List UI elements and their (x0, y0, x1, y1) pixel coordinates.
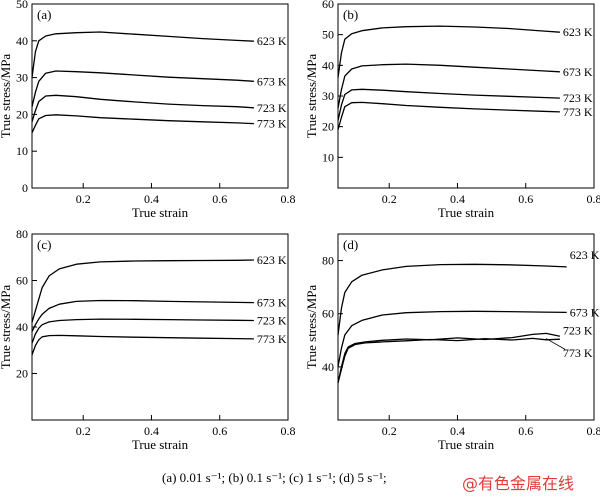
x-tick-label: 0.8 (587, 192, 600, 206)
y-axis-label: True stress/MPa (304, 54, 319, 139)
y-tick-label: 50 (16, 0, 28, 11)
y-tick-label: 50 (322, 28, 334, 42)
series-line-673k (31, 70, 254, 108)
chart-panel-4: (d) 40 60 80 0.2 0.4 0.6 0.8 True strain True str… (304, 233, 600, 452)
series-line-773k (337, 337, 560, 383)
series-line-623k (31, 259, 254, 323)
series-label: 723 K (563, 323, 593, 337)
plot-frame (31, 233, 289, 421)
series-label: 773 K (257, 117, 287, 131)
series-label: 623 K (570, 248, 600, 262)
y-tick-label: 0 (22, 181, 28, 195)
y-axis-label: True stress/MPa (0, 285, 13, 370)
y-tick-label: 10 (322, 150, 334, 164)
y-tick-label: 60 (16, 274, 28, 288)
series-line-723k (31, 94, 254, 122)
y-tick-label: 30 (16, 71, 28, 85)
series-label: 723 K (563, 91, 593, 105)
panel-label: (a) (37, 7, 51, 22)
series-label: 673 K (257, 296, 287, 310)
series-line-623k (31, 31, 254, 78)
x-axis-label: True strain (132, 205, 189, 220)
x-tick-label: 0.4 (144, 424, 159, 438)
chart-panel-1: (a) 0 10 20 30 40 50 0.2 0.4 0.6 0.8 True strain Tru… (0, 0, 296, 220)
y-tick-label: 40 (322, 58, 334, 72)
series-line-773k (31, 114, 254, 134)
panel-label: (b) (343, 7, 358, 22)
series-line-623k (337, 25, 560, 78)
x-tick-label: 0.2 (76, 192, 91, 206)
y-tick-label: 80 (322, 254, 334, 268)
x-axis-label: True strain (438, 437, 495, 452)
series-line-723k (31, 318, 254, 344)
x-tick-label: 0.6 (212, 192, 227, 206)
x-tick-label: 0.4 (144, 192, 159, 206)
y-tick-label: 40 (322, 360, 334, 374)
x-tick-label: 0.4 (450, 192, 465, 206)
series-line-623k (337, 263, 567, 336)
y-tick-label: 60 (322, 0, 334, 11)
series-line-673k (31, 299, 254, 332)
x-axis-label: True strain (132, 437, 189, 452)
series-line-723k (337, 88, 560, 121)
series-label: 773 K (257, 332, 287, 346)
series-label: 623 K (257, 34, 287, 48)
y-tick-label: 40 (16, 34, 28, 48)
x-tick-label: 0.2 (76, 424, 91, 438)
series-line-773k (337, 101, 560, 130)
y-axis-label: True stress/MPa (0, 54, 13, 139)
x-tick-label: 0.6 (518, 192, 533, 206)
plot-frame (31, 3, 289, 189)
y-tick-label: 40 (16, 320, 28, 334)
y-tick-label: 20 (16, 107, 28, 121)
x-tick-label: 0.8 (281, 192, 296, 206)
x-tick-label: 0.2 (382, 424, 397, 438)
series-label: 773 K (563, 105, 593, 119)
y-tick-label: 20 (16, 367, 28, 381)
x-tick-label: 0.8 (587, 424, 600, 438)
panel-label: (c) (37, 237, 51, 252)
series-label: 673 K (257, 74, 287, 88)
series-label: 623 K (257, 253, 287, 267)
series-line-773k (31, 334, 254, 356)
series-line-673k (337, 310, 567, 368)
y-tick-label: 30 (322, 89, 334, 103)
chart-panel-2: (b) 10 20 30 40 50 60 0.2 0.4 0.6 0.8 True strain Tr… (304, 0, 600, 220)
series-line-723k (337, 332, 561, 383)
series-line-673k (337, 63, 560, 109)
series-label: 723 K (257, 101, 287, 115)
chart-panel-3: (c) 20 40 60 80 0.2 0.4 0.6 0.8 True strain True s… (0, 227, 296, 452)
x-tick-label: 0.8 (281, 424, 296, 438)
series-label: 723 K (257, 313, 287, 327)
y-tick-label: 80 (16, 227, 28, 241)
plot-frame (337, 233, 595, 421)
y-tick-label: 60 (322, 307, 334, 321)
x-tick-label: 0.6 (212, 424, 227, 438)
x-tick-label: 0.6 (518, 424, 533, 438)
watermark-text: @有色金属在线 (462, 474, 575, 493)
y-tick-label: 20 (322, 120, 334, 134)
series-label: 773 K (563, 346, 593, 360)
series-label: 673 K (570, 305, 600, 319)
y-tick-label: 10 (16, 144, 28, 158)
figure-caption: (a) 0.01 s⁻¹; (b) 0.1 s⁻¹; (c) 1 s⁻¹; (d… (162, 470, 387, 485)
x-tick-label: 0.4 (450, 424, 465, 438)
series-label: 623 K (563, 25, 593, 39)
x-axis-label: True strain (438, 205, 495, 220)
x-tick-label: 0.2 (382, 192, 397, 206)
y-axis-label: True stress/MPa (304, 285, 319, 370)
leader-line (545, 338, 566, 350)
series-label: 673 K (563, 65, 593, 79)
panel-label: (d) (343, 237, 358, 252)
